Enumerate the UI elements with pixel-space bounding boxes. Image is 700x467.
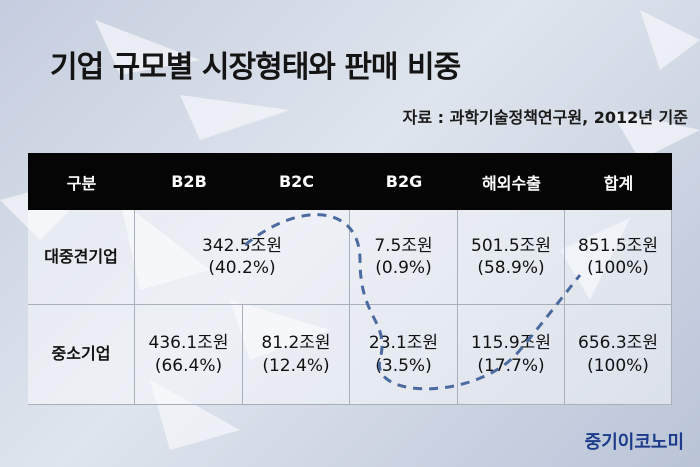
column-header: 합계 — [565, 153, 672, 210]
share: (66.4%) — [154, 355, 223, 376]
amount: 656.3조원 — [578, 333, 658, 354]
brand: 중기이코노미 — [584, 432, 684, 453]
amount: 23.1조원 — [368, 333, 439, 354]
data-cell: 342.5조원 (40.2%) — [135, 210, 350, 305]
data-cell: 115.9조원 (17.7%) — [458, 305, 565, 405]
share: (40.2%) — [208, 258, 276, 278]
share: (58.9%) — [477, 258, 545, 278]
column-header: B2G — [350, 153, 458, 210]
row-header: 대중견기업 — [28, 210, 135, 305]
amount: 342.5조원 — [202, 235, 282, 256]
amount: 501.5조원 — [471, 235, 551, 256]
source: 자료 : 과학기술정책연구원, 2012년 기준 — [402, 108, 688, 127]
amount: 851.5조원 — [578, 235, 658, 256]
data-cell: 81.2조원 (12.4%) — [243, 305, 350, 405]
data-cell: 23.1조원 (3.5%) — [350, 305, 458, 405]
column-header: B2B — [135, 153, 243, 210]
share: (100%) — [587, 258, 649, 278]
amount: 115.9조원 — [471, 333, 551, 354]
title: 기업 규모별 시장형태와 판매 비중 — [50, 50, 461, 85]
share: (17.7%) — [477, 355, 545, 376]
data-cell: 436.1조원 (66.4%) — [135, 305, 243, 405]
share: (0.9%) — [375, 258, 432, 278]
data-cell: 851.5조원 (100%) — [565, 210, 672, 305]
row-header: 중소기업 — [28, 305, 135, 405]
amount: 81.2조원 — [261, 333, 331, 354]
share: (100%) — [587, 355, 649, 376]
share: (12.4%) — [262, 355, 330, 376]
column-header: B2C — [243, 153, 350, 210]
data-cell: 656.3조원 (100%) — [565, 305, 672, 405]
table: 구분 B2B B2C B2G 해외수출 합계 대중견기업 342.5조원 (40.2%) 7.5조… — [28, 153, 672, 405]
column-header: 해외수출 — [458, 153, 565, 210]
amount: 436.1조원 — [148, 333, 229, 354]
share: (3.5%) — [375, 355, 432, 376]
data-cell: 501.5조원 (58.9%) — [458, 210, 565, 305]
amount: 7.5조원 — [374, 235, 433, 256]
data-cell: 7.5조원 (0.9%) — [350, 210, 458, 305]
column-header: 구분 — [28, 153, 135, 210]
